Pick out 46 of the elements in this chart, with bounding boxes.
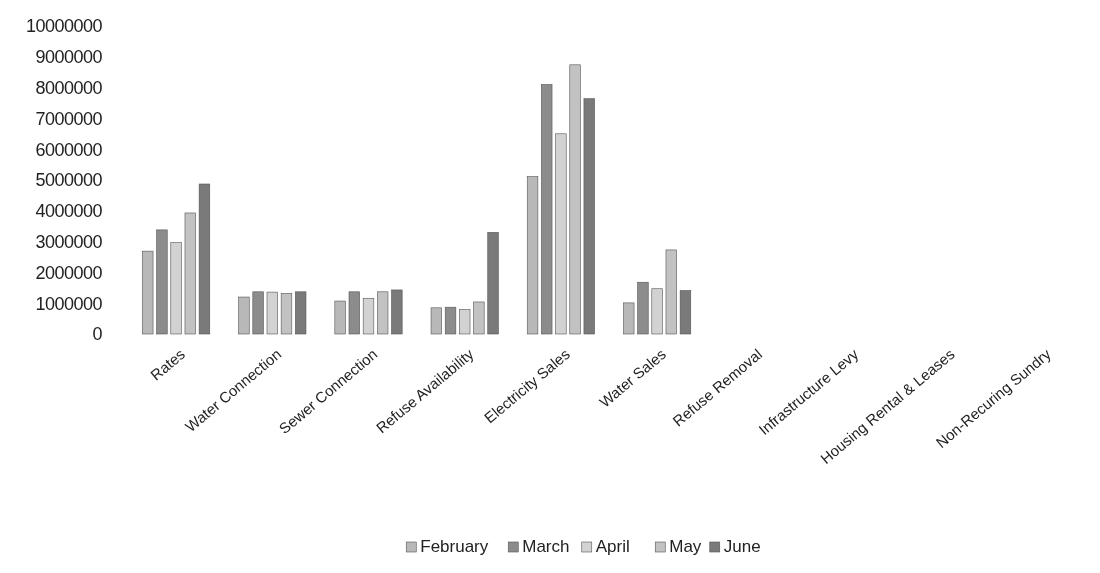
bar <box>665 249 677 335</box>
bar <box>295 291 307 335</box>
y-tick-label: 5000000 <box>35 170 103 191</box>
y-tick-label: 0 <box>92 324 103 345</box>
y-tick-label: 2000000 <box>35 262 103 283</box>
bar <box>487 232 499 335</box>
bar <box>623 302 635 335</box>
bar <box>198 183 211 335</box>
y-tick-label: 9000000 <box>35 47 103 68</box>
bar <box>555 133 567 335</box>
bar <box>569 64 581 335</box>
bar <box>473 301 485 335</box>
y-tick-label: 7000000 <box>35 108 103 129</box>
bar <box>391 289 403 335</box>
bar <box>184 212 196 335</box>
y-tick-label: 1000000 <box>35 293 103 314</box>
y-tick-label: 3000000 <box>35 231 103 252</box>
bar <box>280 293 293 335</box>
legend-label: May <box>669 537 702 556</box>
bar <box>583 98 595 335</box>
bar <box>252 291 264 335</box>
bar <box>238 296 250 335</box>
bar <box>142 250 154 335</box>
bar <box>377 291 389 335</box>
bar <box>459 309 471 335</box>
y-tick-label: 10000000 <box>25 16 103 37</box>
bar <box>430 307 442 335</box>
legend-label: February <box>420 537 489 556</box>
bar <box>526 176 539 335</box>
bar <box>266 291 278 335</box>
legend-label: June <box>723 537 761 556</box>
legend-label: April <box>595 537 630 556</box>
bar <box>541 84 553 335</box>
bar <box>651 288 663 335</box>
bar <box>362 297 375 335</box>
legend-label: March <box>522 537 570 556</box>
bar <box>156 229 168 335</box>
y-tick-label: 6000000 <box>35 139 103 160</box>
y-tick-label: 4000000 <box>35 201 103 222</box>
bar <box>170 242 182 335</box>
bar <box>334 300 346 335</box>
y-tick-label: 8000000 <box>35 77 103 98</box>
bar <box>679 290 692 335</box>
bar <box>444 306 457 335</box>
bar <box>637 281 649 335</box>
bar <box>348 291 360 335</box>
